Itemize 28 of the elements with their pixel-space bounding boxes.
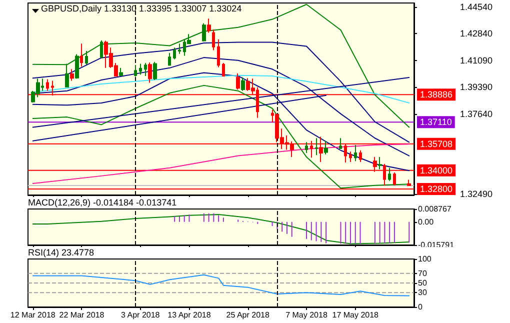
y-tick-label: 1.32490 [460,188,493,199]
x-tick-label: 25 Apr 2018 [226,310,270,320]
chart-title: RSI(14) 23.4778 [28,248,94,258]
y-tick-label: 1.42840 [460,28,493,38]
y-tick-label: 0.00 [418,217,434,226]
chart-title: MACD(12,26,9) -0.014184 -0.013741 [28,198,177,208]
y-tick-label: 70 [418,268,428,278]
y-tick-label: 50 [418,278,428,288]
y-tick-label: 30 [418,288,428,298]
y-tick-label: 100 [418,254,432,264]
x-tick-label: 22 Mar 2018 [59,310,105,320]
chart-title: GBPUSD,Daily 1.33130 1.33395 1.33007 1.33024 [41,4,242,14]
y-tick-label: 1.41090 [460,55,493,66]
ref-line-label: 1.37110 [420,117,452,128]
ref-line-label: 1.34000 [420,165,453,176]
x-tick-label: 3 Apr 2018 [121,310,160,320]
x-tick-label: 7 May 2018 [286,310,328,320]
x-tick-label: 17 May 2018 [332,310,380,320]
y-tick-label: 1.39390 [460,82,493,92]
y-tick-label: 0 [418,302,423,312]
x-tick-label: 13 Apr 2018 [168,310,212,320]
ref-line-label: 1.32800 [420,184,453,194]
y-tick-label: 1.37640 [460,108,493,119]
ref-line-label: 1.38886 [420,90,453,100]
ref-line-label: 1.35708 [420,138,453,149]
y-tick-label: 0.008767 [418,204,452,214]
x-tick-label: 12 Mar 2018 [10,310,56,320]
y-tick-label: 1.44540 [460,2,493,12]
